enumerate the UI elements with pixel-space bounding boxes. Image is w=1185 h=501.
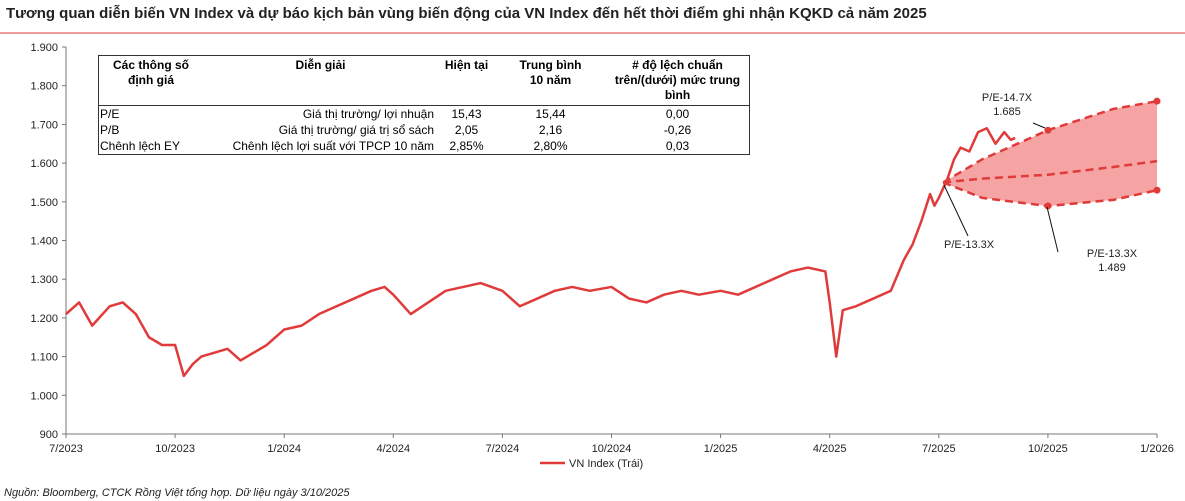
header-text: 10 năm <box>529 73 572 87</box>
header-text: trên/(dưới) mức trung <box>614 73 741 87</box>
line <box>65 127 1016 378</box>
x-tick-label: 1/2026 <box>1140 443 1174 455</box>
table-header-cell: Trung bình 10 năm <box>495 55 606 106</box>
scenario-line <box>943 159 1158 184</box>
x-tick-label: 4/2025 <box>813 443 847 455</box>
header-text: Diễn giải <box>295 58 346 72</box>
table-cell: Giá thị trường/ lợi nhuận <box>302 107 434 121</box>
table-cell: 2,80% <box>533 139 568 153</box>
y-tick-label: 1.300 <box>30 274 58 286</box>
scenario-area <box>943 101 1157 207</box>
header-text: Trung bình <box>519 58 582 72</box>
annotation: P/E-13.3X <box>1087 248 1138 260</box>
scenario-point <box>1153 186 1161 194</box>
table-cell: 15,44 <box>535 107 566 121</box>
y-tick-label: 900 <box>40 429 58 441</box>
annotation-leader <box>943 184 969 237</box>
table-cell: 2,05 <box>454 123 479 137</box>
table-cell: P/E <box>100 107 120 121</box>
header-text: định giá <box>128 73 174 87</box>
annotation: 1.685 <box>993 106 1021 118</box>
x-tick-label: 10/2025 <box>1028 443 1068 455</box>
y-tick-label: 1.200 <box>30 313 58 325</box>
chart-title: Tương quan diễn biến VN Index và dự báo … <box>6 5 927 22</box>
y-tick-label: 1.700 <box>30 119 58 131</box>
x-tick-label: 7/2023 <box>49 443 83 455</box>
annotation-leader <box>1032 122 1046 129</box>
x-tick-label: 10/2023 <box>155 443 195 455</box>
x-tick-label: 10/2024 <box>592 443 632 455</box>
header-text: bình <box>664 88 691 102</box>
table-cell: 2,85% <box>449 139 484 153</box>
table-cell: -0,26 <box>663 123 692 137</box>
table-cell: Giá thị trường/ giá trị sổ sách <box>278 123 434 137</box>
y-tick-label: 1.800 <box>30 81 58 93</box>
annotation: P/E-13.3X <box>944 239 995 251</box>
x-tick-label: 4/2024 <box>376 443 410 455</box>
table-cell: 15,43 <box>451 107 482 121</box>
table-row: P/E Giá thị trường/ lợi nhuận 15,43 15,44 0,… <box>99 106 750 123</box>
y-tick-label: 1.400 <box>30 236 58 248</box>
header-text: Hiện tại <box>444 58 489 72</box>
x-tick-label: 7/2024 <box>486 443 520 455</box>
legend-label: VN Index (Trái) <box>569 458 643 470</box>
table-cell: P/B <box>100 123 120 137</box>
table-cell: Chênh lệch EY <box>100 139 181 153</box>
y-tick-label: 1.900 <box>30 42 58 54</box>
header-text: # độ lệch chuẩn <box>632 58 723 72</box>
y-tick-label: 1.100 <box>30 352 58 364</box>
annotation-leader <box>1046 206 1059 253</box>
table-row: P/B Giá thị trường/ giá trị sổ sách 2,05 2,… <box>99 122 750 138</box>
y-tick-label: 1.600 <box>30 158 58 170</box>
table-header-cell: Hiện tại <box>438 55 495 106</box>
table-cell: Chênh lệch lợi suất với TPCP 10 năm <box>232 139 434 153</box>
annotation: 1.489 <box>1098 262 1126 274</box>
y-tick-label: 1.000 <box>30 390 58 402</box>
scenario-point <box>1044 202 1052 210</box>
valuation-table: Các thông số định giá Diễn giải Hiện tại Tru… <box>98 55 750 155</box>
x-tick-label: 1/2025 <box>704 443 738 455</box>
table-row: Chênh lệch EY Chênh lệch lợi suất với TPC… <box>99 138 750 155</box>
annotation: P/E-14.7X <box>982 92 1033 104</box>
table-header-row: Các thông số định giá Diễn giải Hiện tại Tru… <box>98 55 750 106</box>
source-note: Nguồn: Bloomberg, CTCK Rồng Việt tổng hợ… <box>4 487 350 499</box>
table-header-cell: Các thông số định giá <box>98 55 203 106</box>
table-cell: 0,03 <box>665 139 690 153</box>
scenario-point <box>1153 97 1161 105</box>
table-header-cell: # độ lệch chuẩn trên/(dưới) mức trung bình <box>606 55 750 106</box>
header-text: Các thông số <box>112 58 189 72</box>
table-cell: 0,00 <box>665 107 690 121</box>
scenario-point <box>1044 126 1052 134</box>
x-tick-label: 1/2024 <box>267 443 301 455</box>
y-tick-label: 1.500 <box>30 197 58 209</box>
table-cell: 2,16 <box>538 123 563 137</box>
table-header-cell: Diễn giải <box>203 55 438 106</box>
x-tick-label: 7/2025 <box>922 443 956 455</box>
